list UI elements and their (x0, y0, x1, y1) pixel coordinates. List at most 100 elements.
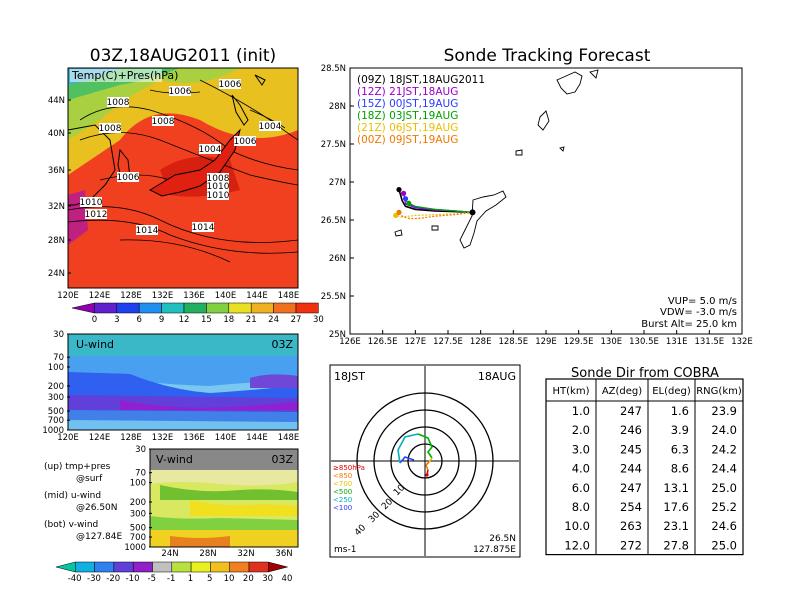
lat-tick-label: 26N (329, 254, 346, 264)
lon-tick-label: 127E (405, 337, 427, 347)
map-frame (67, 67, 299, 289)
lon-tick-label: 148E (278, 433, 300, 443)
lon-tick-label: 120E (57, 291, 79, 301)
direction-table: HT(km) AZ(deg) EL(deg) RNG(km) 1.0 247 1.6 23.9… (545, 378, 744, 556)
lon-tick-label: 130E (601, 337, 623, 347)
lon-tick-label: 128E (120, 433, 142, 443)
pressure-tick-label: 200 (48, 382, 64, 392)
colorbar-swatch (248, 561, 269, 573)
trajectory-line (398, 189, 473, 214)
pressure-tick-label: 100 (48, 363, 64, 373)
isobar-label-bg (207, 190, 229, 200)
pressure-tick-label: 30 (53, 330, 64, 340)
lon-tick-label: 128E (120, 291, 142, 301)
pressure-tick-label: 30 (135, 445, 146, 455)
lon-tick-label: 132E (731, 337, 753, 347)
isobar-label: 1006 (234, 137, 257, 147)
hodograph-start (425, 473, 429, 477)
isobar-label: 1008 (107, 98, 130, 108)
lat-tick-label: 25.5N (321, 292, 346, 302)
colorbar-swatch (94, 302, 118, 314)
isobar-label-bg (80, 197, 102, 207)
colorbar-label: 6 (136, 315, 141, 325)
table-cell: 4.0 (572, 462, 590, 476)
table-cell: 263 (620, 519, 642, 533)
table-cell: 25.0 (711, 538, 737, 552)
isobar-label: 1006 (169, 87, 192, 97)
lat-tick-label: 28.5N (321, 64, 346, 74)
colorbar-label: 20 (243, 574, 254, 584)
table-cell: 6.0 (572, 481, 590, 495)
colorbar-swatch (55, 561, 76, 573)
table-cell: 12.0 (564, 538, 590, 552)
table-header: RNG(km) (696, 386, 742, 397)
pressure-tick-label: 1000 (42, 426, 64, 436)
lon-tick-label: 136E (183, 433, 205, 443)
colorbar-label: 9 (159, 315, 164, 325)
table-cell: 17.6 (663, 500, 689, 514)
forecast-title: Sonde Tracking Forecast (444, 46, 651, 66)
u-wind-lon-ticks: 120E 124E 128E 132E 136E 140E 144E 148E (57, 433, 299, 443)
isobar-label: 1006 (117, 173, 140, 183)
isobar-label: 1012 (85, 210, 108, 220)
isobar-label-bg (207, 173, 229, 183)
isobar-label: 1010 (207, 191, 230, 201)
colorbar-label: 15 (201, 315, 212, 325)
table-cell: 10.0 (564, 519, 590, 533)
hodograph-segment (425, 461, 430, 471)
lon-tick-label: 140E (215, 291, 237, 301)
pressure-tick-label: 500 (48, 407, 64, 417)
u-wind-time: 03Z (271, 338, 293, 351)
lat-tick-label: 28N (199, 549, 216, 559)
pressure-tick-label: 100 (130, 479, 146, 489)
colorbar-swatch (94, 561, 115, 573)
hodograph-segment (417, 433, 433, 459)
table-cell: 25.2 (711, 500, 737, 514)
table-cell: 247 (620, 404, 642, 418)
map-lon-ticks: 120E 124E 128E 132E 136E 140E 144E 148E (57, 291, 299, 301)
colorbar-swatch (152, 561, 173, 573)
lat-tick-label: 28N (329, 102, 346, 112)
isobar-label: 1006 (219, 80, 242, 90)
isobar-label: 1008 (207, 174, 230, 184)
ring-label: 20 (380, 497, 395, 512)
table-cell: 23.1 (663, 519, 689, 533)
lon-tick-label: 126E (339, 337, 361, 347)
colorbar-swatch (190, 561, 211, 573)
pressure-tick-label: 70 (135, 469, 146, 479)
lon-tick-label: 130.5E (629, 337, 659, 347)
colorbar-swatch (295, 302, 319, 314)
table-cell: 8.0 (572, 500, 590, 514)
colorbar-swatch (113, 561, 134, 573)
isobar-label: 1010 (80, 198, 103, 208)
table-cell: 1.0 (572, 404, 590, 418)
lat-tick-label: 27.5N (321, 140, 346, 150)
legend-entry: (21Z) 06JST,19AUG (357, 122, 458, 134)
polar-loc2: 127.875E (473, 545, 516, 555)
map-lat-ticks: 44N 40N 36N 32N 28N 24N (48, 96, 71, 279)
colorbar-swatch (250, 302, 274, 314)
table-cell: 24.6 (711, 519, 737, 533)
wind-colorbar: -40 -30 -20 -10 -5 -1 1 5 10 20 30 40 (55, 561, 292, 584)
table-cell: 3.0 (572, 442, 590, 456)
isobar-label-bg (192, 222, 214, 232)
temperature-colorbar: 0 3 6 9 12 15 18 21 24 27 30 (71, 302, 324, 325)
colorbar-swatch (210, 561, 230, 573)
legend-entry: (15Z) 00JST,19AUG (357, 98, 458, 110)
table-cell: 27.8 (663, 538, 689, 552)
forecast-lat-ticks: 28.5N 28N 27.5N 27N 26.5N 26N 25.5N 25N (321, 64, 354, 340)
lon-tick-label: 128E (470, 337, 492, 347)
note-mid: (mid) u-wind (44, 491, 101, 501)
v-wind-field (150, 449, 298, 547)
polar-legend-entry: <100 (333, 504, 352, 512)
param-vdw: VDW= -3.0 m/s (660, 307, 737, 318)
lon-tick-label: 148E (278, 291, 300, 301)
table-cell: 13.1 (663, 481, 689, 495)
table-cell: 244 (620, 462, 642, 476)
colorbar-label: 21 (246, 315, 257, 325)
landing-point (393, 212, 399, 219)
hodograph-segment (428, 457, 433, 463)
colorbar-swatch (71, 302, 95, 314)
